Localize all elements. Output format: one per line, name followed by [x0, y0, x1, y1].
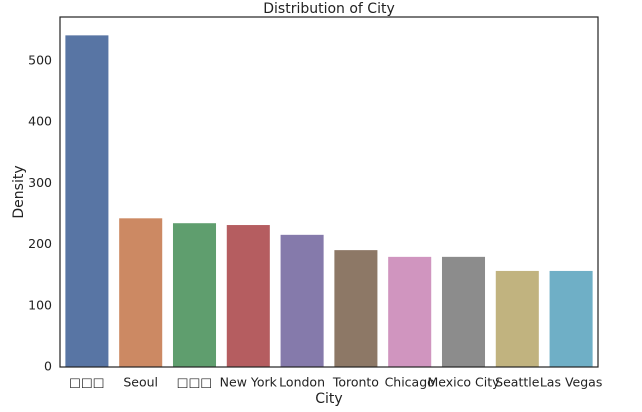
- x-tick-label: Toronto: [332, 375, 379, 390]
- y-tick-label: 400: [28, 114, 52, 129]
- chart-title: Distribution of City: [263, 1, 395, 17]
- x-tick-label: □□□: [177, 375, 212, 390]
- y-tick-label: 500: [28, 53, 52, 68]
- bar: [388, 256, 432, 367]
- x-tick-label: Mexico City: [427, 375, 500, 390]
- bar: [495, 270, 539, 367]
- x-tick-label: Seattle: [495, 375, 540, 390]
- bar: [334, 250, 378, 367]
- x-tick-label: London: [279, 375, 325, 390]
- bar: [549, 270, 593, 367]
- y-tick-label: 200: [28, 236, 52, 251]
- plot-frame: [59, 16, 599, 368]
- y-axis-label: Density: [11, 165, 27, 218]
- bar: [226, 225, 270, 367]
- bar: [441, 256, 486, 367]
- bar: [119, 218, 163, 367]
- y-tick-label: 300: [28, 175, 52, 190]
- y-tick-label: 0: [44, 359, 52, 374]
- x-tick-label: New York: [220, 375, 278, 390]
- x-axis-label: City: [315, 391, 342, 407]
- bar: [65, 35, 109, 368]
- bar: [280, 234, 324, 367]
- y-tick-label: 100: [28, 297, 52, 312]
- x-tick-label: Chicago: [385, 375, 435, 390]
- x-tick-label: Seoul: [123, 375, 158, 390]
- x-tick-label: Las Vegas: [540, 375, 603, 390]
- bar: [172, 223, 217, 367]
- x-tick-label: □□□: [69, 375, 104, 390]
